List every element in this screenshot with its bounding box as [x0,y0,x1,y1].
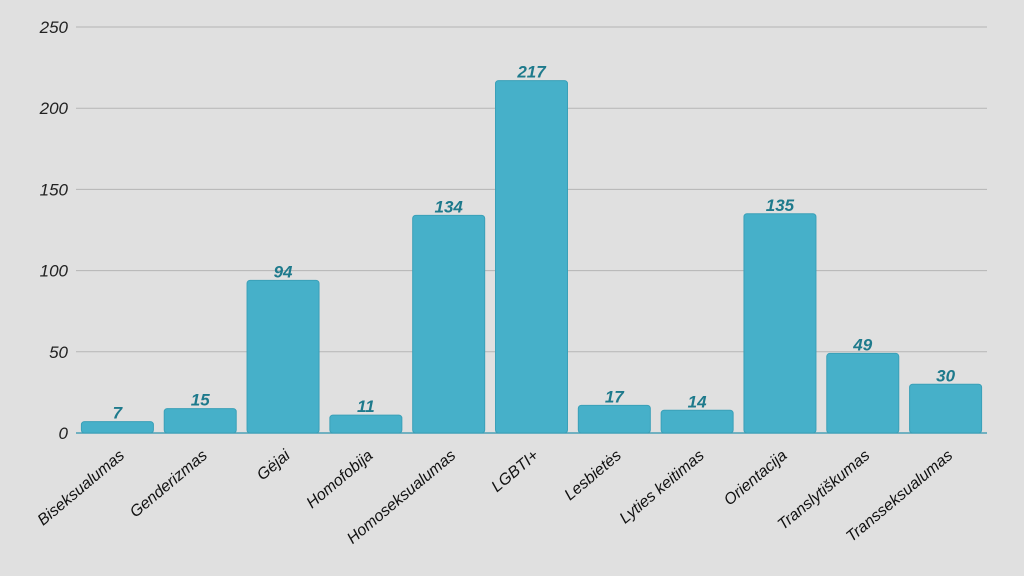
data-label: 7 [113,404,124,423]
x-tick-label: Lyties keitimas [617,447,708,527]
x-tick-label: LGBTI+ [489,447,543,496]
data-label: 94 [274,262,293,281]
data-label: 217 [516,63,547,82]
bar [412,214,486,434]
bar [163,408,237,434]
bar [80,421,154,434]
bar [826,352,900,434]
x-tick-label: Gėjai [254,447,294,484]
y-tick-label: 100 [40,262,69,281]
y-axis-ticks: 0 50 100 150 200 250 [39,18,69,443]
bar [246,279,320,434]
data-label: 135 [766,196,795,215]
bar [329,414,403,434]
bars [80,80,983,434]
y-tick-label: 0 [59,424,69,443]
data-label: 30 [936,366,955,385]
y-tick-label: 50 [49,343,68,362]
x-tick-label: Homofobija [304,447,377,512]
y-tick-label: 200 [39,99,69,118]
bar [495,80,568,434]
data-labels: 7 15 94 11 134 217 17 14 135 49 30 [113,63,956,423]
x-tick-label: Biseksualumas [35,447,128,529]
y-tick-label: 250 [39,18,69,37]
bar [909,383,983,434]
x-tick-label: Orientacija [721,447,791,509]
bar [660,409,734,434]
data-label: 49 [852,335,872,354]
x-tick-label: Genderizmas [127,447,211,521]
x-tick-label: Lesbietės [561,447,624,504]
data-label: 15 [191,391,210,410]
data-label: 14 [688,392,707,411]
data-label: 134 [434,197,463,216]
data-label: 17 [605,387,625,406]
y-tick-label: 150 [40,180,69,199]
bar [577,404,651,434]
bar [743,213,817,434]
data-label: 11 [357,397,375,416]
